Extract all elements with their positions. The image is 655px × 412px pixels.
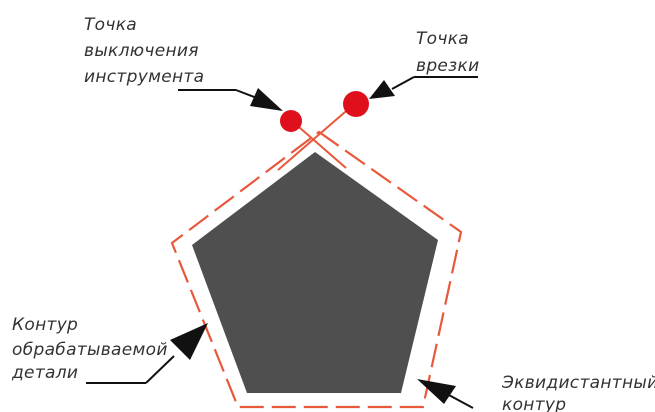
part-contour-label: Контур обрабатываемой детали xyxy=(11,315,173,383)
equidistant-contour-path xyxy=(170,130,463,409)
tool-off-point-marker xyxy=(280,110,302,132)
tool-off-point-leader xyxy=(178,88,283,111)
part-contour-leader xyxy=(86,323,208,384)
tool-off-point-label: Точка выключения инструмента xyxy=(84,15,205,87)
entry-point-marker xyxy=(343,91,369,117)
exit-line xyxy=(291,120,347,169)
entry-point-label: Точка врезки xyxy=(416,29,479,76)
equidistant-contour-leader xyxy=(417,379,474,409)
part-contour-pentagon xyxy=(192,152,438,393)
entry-approach-line xyxy=(277,105,353,171)
equidistant-contour-label: Эквидистантный контур xyxy=(501,373,655,412)
entry-point-leader xyxy=(369,76,478,99)
